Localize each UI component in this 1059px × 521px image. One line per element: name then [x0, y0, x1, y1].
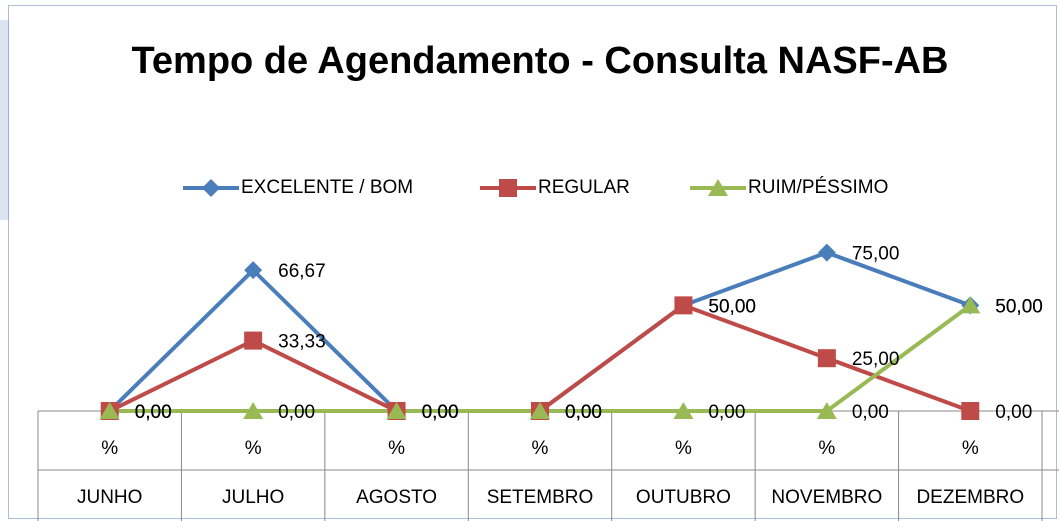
category-unit: %	[675, 438, 692, 459]
marker	[530, 402, 550, 419]
marker	[816, 402, 837, 419]
marker	[817, 349, 836, 368]
data-label: 0,00	[135, 402, 172, 423]
data-label: 0,00	[995, 402, 1032, 423]
x-tick-label: OUTUBRO	[636, 487, 731, 508]
marker	[386, 402, 407, 419]
marker	[244, 331, 263, 350]
data-label: 0,00	[422, 402, 459, 423]
data-label: 0,00	[422, 402, 459, 423]
marker	[961, 402, 980, 420]
x-tick-label: JULHO	[222, 487, 284, 508]
category-unit: %	[245, 438, 262, 459]
legend-label: EXCELENTE / BOM	[241, 177, 413, 198]
series-line	[108, 303, 971, 413]
data-label: 0,00	[708, 402, 745, 423]
data-label: 33,33	[278, 332, 326, 353]
data-label: 0,00	[422, 402, 459, 423]
data-label: 75,00	[852, 244, 900, 265]
data-label: 0,00	[565, 402, 602, 423]
data-label: 0,00	[565, 402, 602, 423]
marker	[202, 179, 220, 197]
data-label: 50,00	[708, 296, 756, 317]
marker	[244, 261, 263, 280]
chart-title: Tempo de Agendamento - Consulta NASF-AB	[131, 40, 949, 82]
x-tick-label: AGOSTO	[356, 487, 437, 508]
category-unit: %	[818, 438, 835, 459]
data-label: 0,00	[135, 402, 172, 423]
marker	[708, 179, 728, 196]
marker	[673, 402, 694, 419]
data-label: 0,00	[852, 402, 889, 423]
data-label: 25,00	[852, 349, 900, 370]
x-tick-label: SETEMBRO	[487, 487, 594, 508]
data-label: 66,67	[278, 261, 326, 282]
legend-label: RUIM/PÉSSIMO	[748, 177, 888, 198]
series-line	[109, 303, 972, 413]
x-tick-label: DEZEMBRO	[916, 487, 1024, 508]
category-unit: %	[962, 438, 979, 459]
marker	[674, 296, 693, 315]
category-unit: %	[101, 438, 118, 459]
category-unit: %	[388, 438, 405, 459]
data-label: 0,00	[135, 402, 172, 423]
data-label: 50,00	[995, 296, 1043, 317]
data-label: 0,00	[278, 402, 315, 423]
chart-frame	[8, 5, 1057, 519]
series-line	[108, 250, 971, 413]
x-tick-label: NOVEMBRO	[771, 487, 882, 508]
marker	[99, 402, 120, 419]
x-tick-label: JUNHO	[77, 487, 142, 508]
side-strip	[0, 20, 9, 220]
data-label: 50,00	[995, 296, 1043, 317]
data-label: 0,00	[565, 402, 602, 423]
marker	[960, 296, 981, 314]
marker	[499, 179, 517, 197]
marker	[817, 243, 836, 262]
marker	[243, 402, 264, 419]
legend-label: REGULAR	[538, 177, 630, 198]
data-label: 50,00	[708, 296, 756, 317]
category-unit: %	[532, 438, 549, 459]
